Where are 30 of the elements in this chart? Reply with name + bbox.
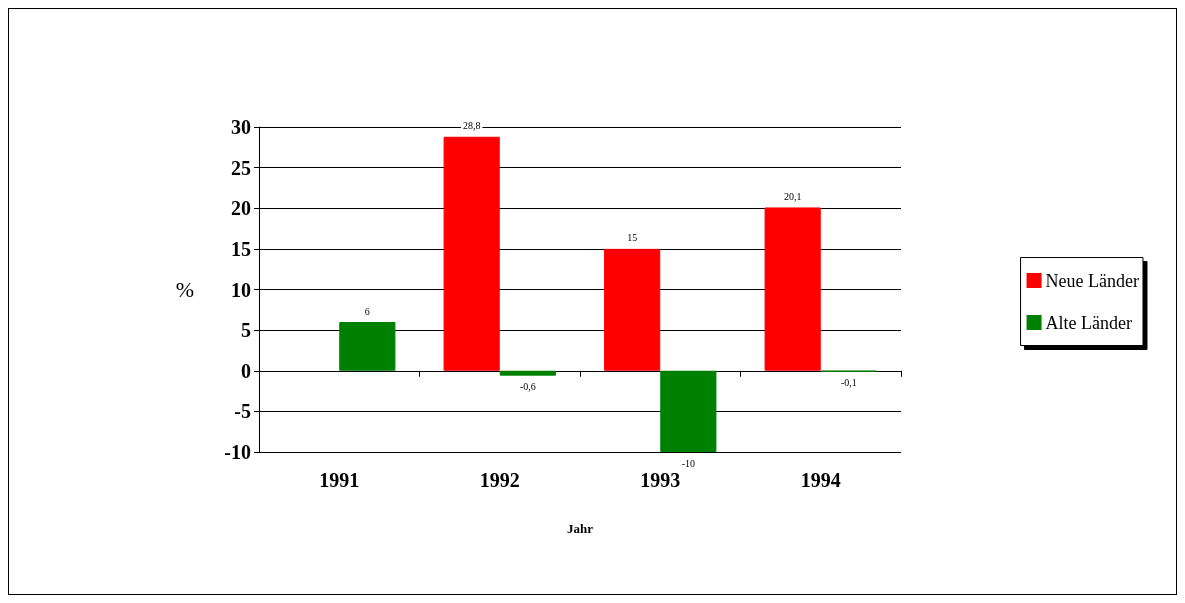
bar bbox=[764, 207, 821, 371]
y-tick-label: 5 bbox=[241, 319, 251, 342]
bar bbox=[604, 248, 661, 371]
y-tick-label: 30 bbox=[231, 116, 251, 138]
legend-label: Neue Länder bbox=[1045, 270, 1140, 291]
data-label: -0,1 bbox=[840, 377, 857, 389]
x-tick-label: 1994 bbox=[800, 469, 841, 491]
y-tick-label: -10 bbox=[224, 441, 251, 463]
x-tick-label: 1992 bbox=[479, 469, 520, 491]
legend-label: Alte Länder bbox=[1045, 312, 1133, 333]
bar bbox=[499, 370, 556, 376]
data-label: 6 bbox=[364, 305, 370, 317]
data-label: 15 bbox=[627, 232, 638, 244]
y-tick-label: 25 bbox=[231, 156, 251, 179]
y-axis-title: % bbox=[175, 277, 194, 302]
data-label: -0,6 bbox=[519, 381, 536, 393]
bar bbox=[443, 136, 500, 371]
bar bbox=[339, 322, 396, 371]
y-tick-label: -5 bbox=[234, 400, 251, 423]
data-label: -10 bbox=[681, 457, 696, 469]
y-tick-label: 0 bbox=[241, 359, 251, 382]
data-label: 28,8 bbox=[462, 120, 481, 132]
bar bbox=[660, 370, 717, 452]
y-tick-label: 10 bbox=[231, 278, 251, 301]
x-tick-label: 1991 bbox=[319, 469, 360, 491]
x-tick-label: 1993 bbox=[640, 469, 681, 491]
x-axis-title: Jahr bbox=[567, 521, 594, 536]
y-tick-label: 20 bbox=[231, 197, 251, 220]
data-label: 20,1 bbox=[783, 190, 802, 202]
y-tick-label: 15 bbox=[231, 237, 251, 260]
